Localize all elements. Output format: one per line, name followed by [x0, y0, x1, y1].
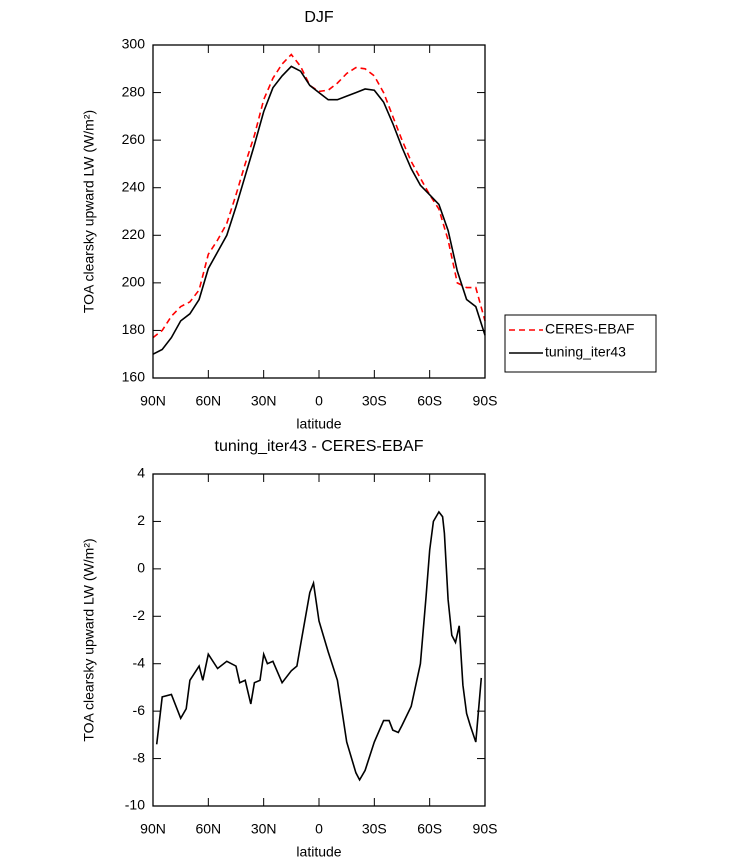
y-tick-label: -2 [133, 607, 146, 623]
legend-box [504, 314, 657, 373]
y-tick-label: -8 [133, 749, 146, 765]
x-tick-label: 60S [417, 393, 442, 409]
data-line [152, 65, 486, 355]
x-tick-label: 60S [417, 821, 442, 837]
y-tick-label: 4 [137, 465, 145, 481]
y-axis-label: TOA clearsky upward LW (W/m²) [81, 538, 97, 741]
y-tick-label: 260 [122, 131, 146, 147]
x-axis-label: latitude [296, 416, 341, 432]
plot-frame [152, 44, 486, 379]
x-axis-label: latitude [296, 844, 341, 860]
x-tick-label: 30N [251, 821, 277, 837]
x-tick-label: 0 [315, 821, 323, 837]
y-axis-label: TOA clearsky upward LW (W/m²) [81, 110, 97, 313]
legend-label: tuning_iter43 [545, 344, 626, 360]
data-line [152, 53, 486, 339]
legend-label: CERES-EBAF [545, 321, 634, 337]
x-tick-label: 90N [140, 393, 166, 409]
x-tick-label: 30S [362, 821, 387, 837]
data-line [155, 510, 483, 782]
y-tick-label: 200 [122, 274, 146, 290]
chart-title: DJF [304, 9, 334, 26]
x-tick-label: 90N [140, 821, 166, 837]
x-tick-label: 90S [473, 393, 498, 409]
y-tick-label: 2 [137, 512, 145, 528]
y-tick-label: 160 [122, 369, 146, 385]
x-tick-label: 60N [195, 393, 221, 409]
y-tick-label: -4 [133, 654, 146, 670]
y-tick-label: 0 [137, 560, 145, 576]
y-tick-label: 280 [122, 83, 146, 99]
y-tick-label: 180 [122, 321, 146, 337]
y-tick-label: 220 [122, 226, 146, 242]
x-tick-label: 90S [473, 821, 498, 837]
chart-title: tuning_iter43 - CERES-EBAF [215, 438, 424, 455]
y-tick-label: -6 [133, 702, 146, 718]
y-tick-label: 240 [122, 178, 146, 194]
x-tick-label: 30S [362, 393, 387, 409]
x-tick-label: 30N [251, 393, 277, 409]
plot-frame [152, 473, 486, 807]
x-tick-label: 0 [315, 393, 323, 409]
y-tick-label: 300 [122, 36, 146, 52]
x-tick-label: 60N [195, 821, 221, 837]
y-tick-label: -10 [125, 797, 145, 813]
